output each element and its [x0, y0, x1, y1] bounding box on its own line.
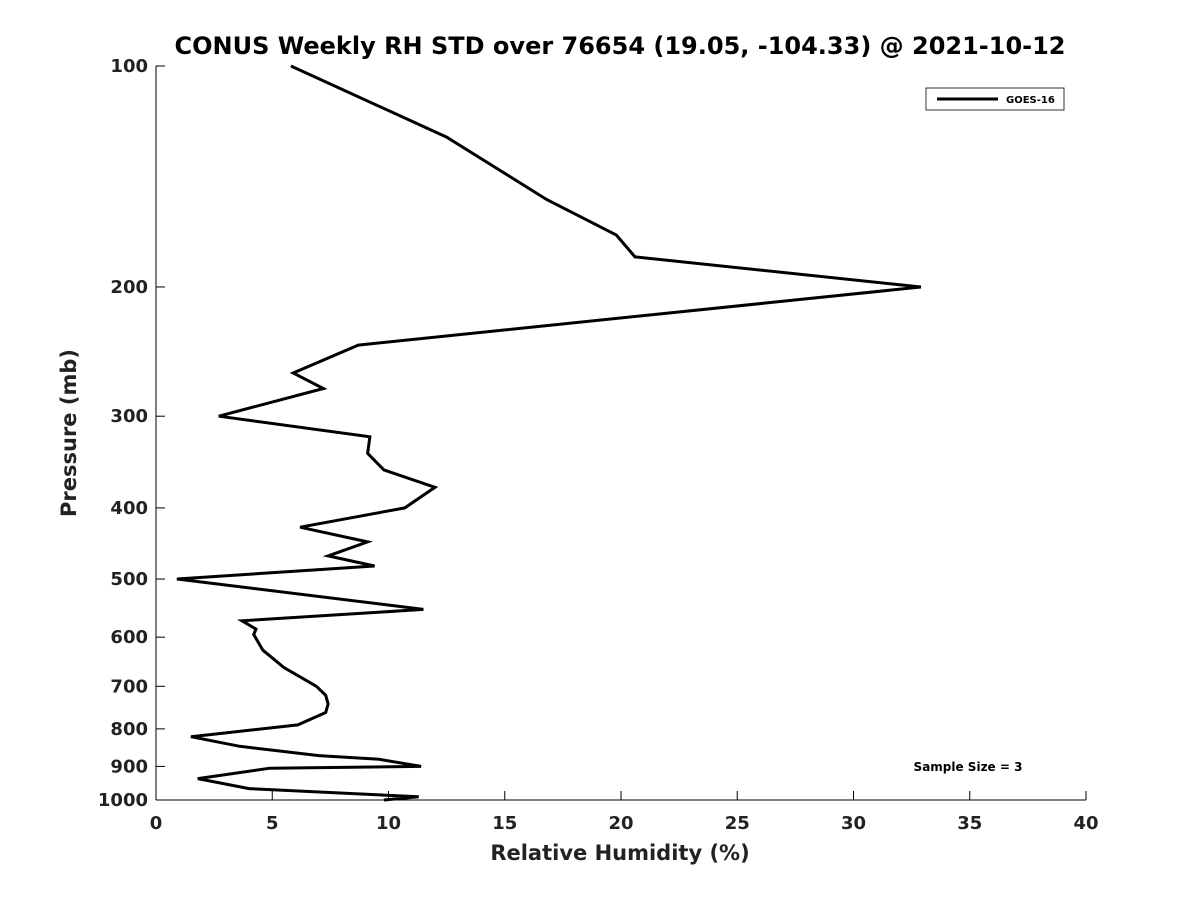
chart-title: CONUS Weekly RH STD over 76654 (19.05, -…	[174, 32, 1065, 60]
x-tick-label: 15	[492, 813, 517, 834]
x-axis-label: Relative Humidity (%)	[490, 841, 749, 865]
x-tick-label: 35	[957, 813, 982, 834]
series-line-goes-16	[176, 64, 922, 802]
y-tick-label: 500	[110, 569, 148, 590]
y-tick-label: 400	[110, 498, 148, 519]
sample-size-annotation: Sample Size = 3	[914, 760, 1023, 774]
y-tick-label: 300	[110, 406, 148, 427]
x-tick-label: 0	[150, 813, 163, 834]
y-tick-label: 700	[110, 676, 148, 697]
x-tick-label: 30	[841, 813, 866, 834]
x-tick-label: 20	[608, 813, 633, 834]
y-tick-label: 100	[110, 56, 148, 77]
x-tick-label: 25	[725, 813, 750, 834]
y-axis-label: Pressure (mb)	[57, 349, 81, 517]
y-tick-label: 1000	[98, 790, 148, 811]
y-tick-label: 800	[110, 719, 148, 740]
plot-lines	[176, 64, 922, 802]
axes	[155, 66, 1086, 801]
x-tick-label: 10	[376, 813, 401, 834]
y-tick-label: 900	[110, 756, 148, 777]
y-axis-ticks: 100 200 300 400 500 600 700 800 900 1000	[98, 56, 165, 811]
x-axis-ticks: 0 5 10 15 20 25 30 35 40	[150, 791, 1099, 834]
legend: GOES-16	[925, 87, 1065, 111]
x-tick-label: 40	[1073, 813, 1098, 834]
y-tick-label: 200	[110, 277, 148, 298]
y-tick-label: 600	[110, 627, 148, 648]
x-tick-label: 5	[266, 813, 279, 834]
legend-label-goes-16: GOES-16	[1006, 95, 1055, 106]
